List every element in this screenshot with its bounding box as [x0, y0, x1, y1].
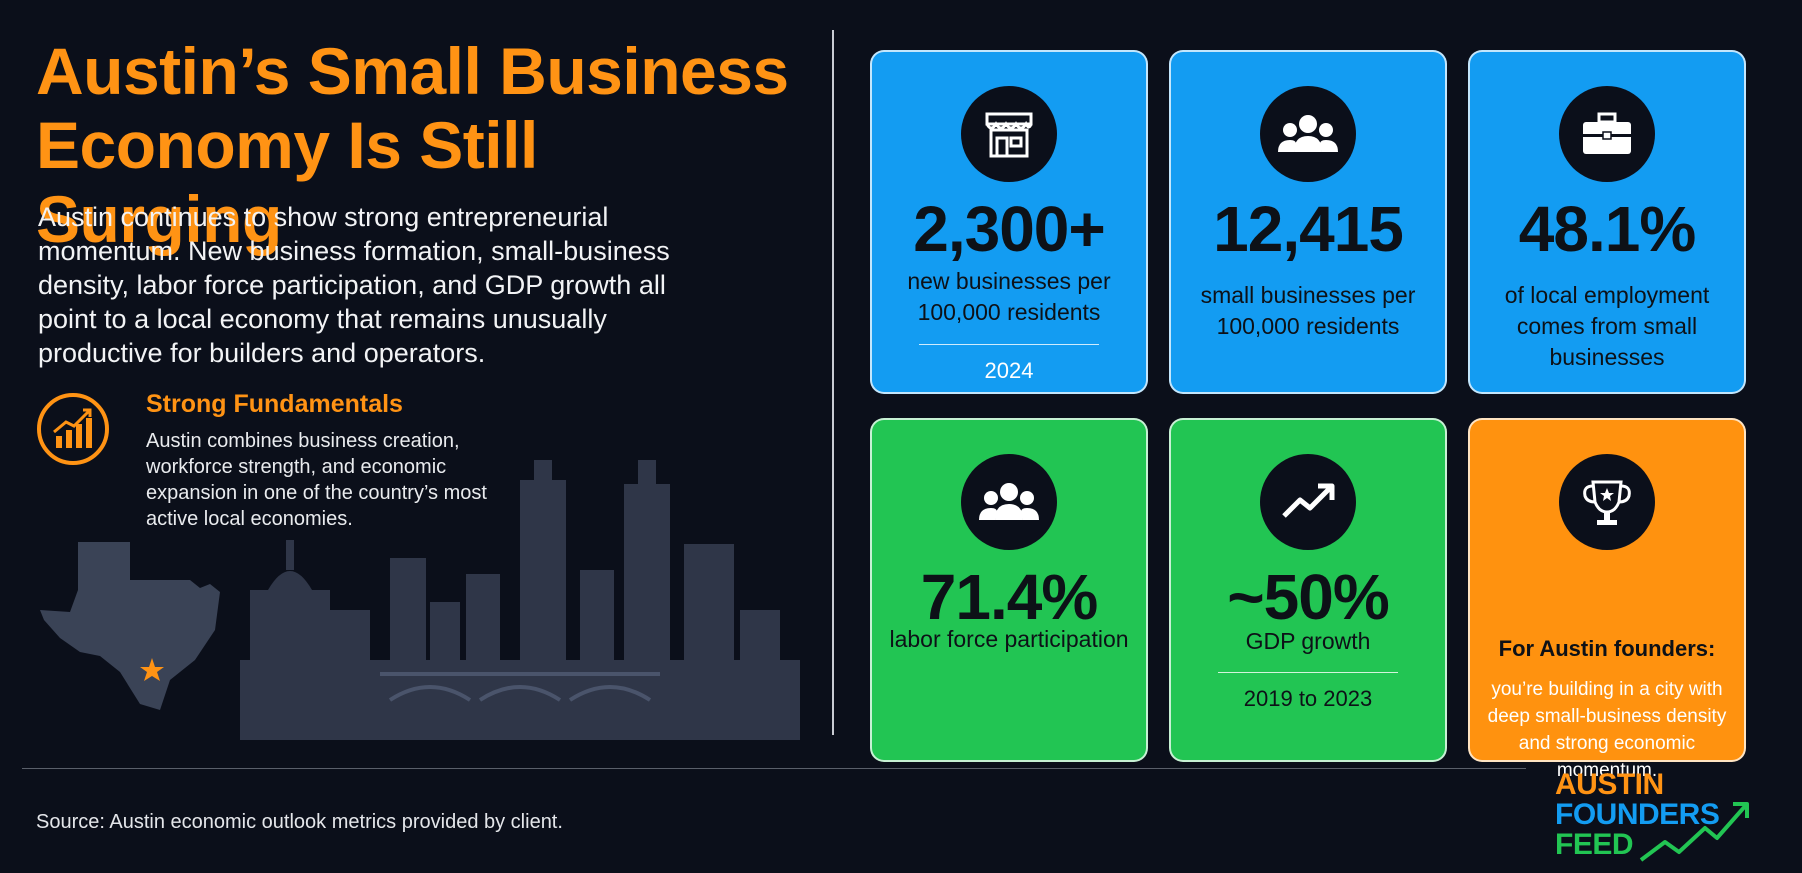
trophy-icon — [1559, 454, 1655, 550]
intro-paragraph: Austin continues to show strong entrepre… — [38, 202, 670, 368]
stat-note: 2019 to 2023 — [1243, 686, 1373, 711]
stat-value: 2,300+ — [913, 193, 1106, 265]
stat-value: ~50% — [1227, 561, 1389, 633]
logo-line-austin: AUSTIN — [1555, 768, 1664, 801]
source-note: Source: Austin economic outlook metrics … — [36, 811, 563, 833]
austin-skyline-illustration — [40, 460, 800, 740]
storefront-icon — [961, 86, 1057, 182]
stat-value: 12,415 — [1213, 193, 1404, 265]
bridge — [380, 672, 660, 702]
austin-founders-feed-logo: AUSTIN FOUNDERS FEED — [1555, 764, 1755, 868]
stat-label: of local employment comes from small bus… — [1504, 282, 1710, 370]
austin-star-icon — [140, 658, 164, 681]
card-rule — [919, 344, 1099, 345]
headline: Austin’s Small Business Economy Is Still… — [36, 34, 789, 256]
founders-body: you’re building in a city with deep smal… — [1487, 679, 1727, 781]
logo-line-feed: FEED — [1555, 828, 1634, 861]
stat-label: GDP growth — [1245, 628, 1371, 654]
stat-card-employment: 48.1% of local employment comes from sma… — [1468, 50, 1746, 394]
logo-line-founders: FOUNDERS — [1555, 798, 1720, 831]
people-icon — [961, 454, 1057, 550]
fundamentals-body: Austin combines business creation, workf… — [146, 430, 487, 530]
stat-label: new businesses per 100,000 residents — [907, 268, 1111, 325]
stat-value: 48.1% — [1518, 193, 1696, 265]
logo-growth-arrow-icon — [1639, 802, 1749, 862]
stat-note: 2024 — [984, 358, 1034, 383]
fundamentals-block: Strong Fundamentals Austin combines busi… — [36, 390, 496, 540]
founders-title: For Austin founders: — [1498, 636, 1716, 661]
vertical-divider — [832, 30, 834, 735]
card-rule — [1218, 672, 1398, 673]
texas-map — [40, 542, 220, 710]
founders-card: For Austin founders: you’re building in … — [1468, 418, 1746, 781]
stat-card-new-businesses: 2,300+ new businesses per 100,000 reside… — [870, 50, 1148, 394]
people-icon — [1260, 86, 1356, 182]
stat-label: labor force participation — [889, 626, 1129, 652]
fundamentals-title: Strong Fundamentals — [146, 390, 403, 418]
stat-value: 71.4% — [920, 561, 1098, 633]
trend-up-icon — [1260, 454, 1356, 550]
briefcase-icon — [1559, 86, 1655, 182]
stat-label: small businesses per 100,000 residents — [1200, 282, 1416, 339]
stat-card-labor-force: 71.4% labor force participation — [870, 418, 1148, 762]
footer-divider — [22, 768, 1526, 769]
city-buildings — [240, 460, 800, 740]
growth-chart-icon — [36, 392, 110, 466]
stat-card-small-businesses: 12,415 small businesses per 100,000 resi… — [1169, 50, 1447, 394]
stat-card-gdp-growth: ~50% GDP growth 2019 to 2023 — [1169, 418, 1447, 762]
